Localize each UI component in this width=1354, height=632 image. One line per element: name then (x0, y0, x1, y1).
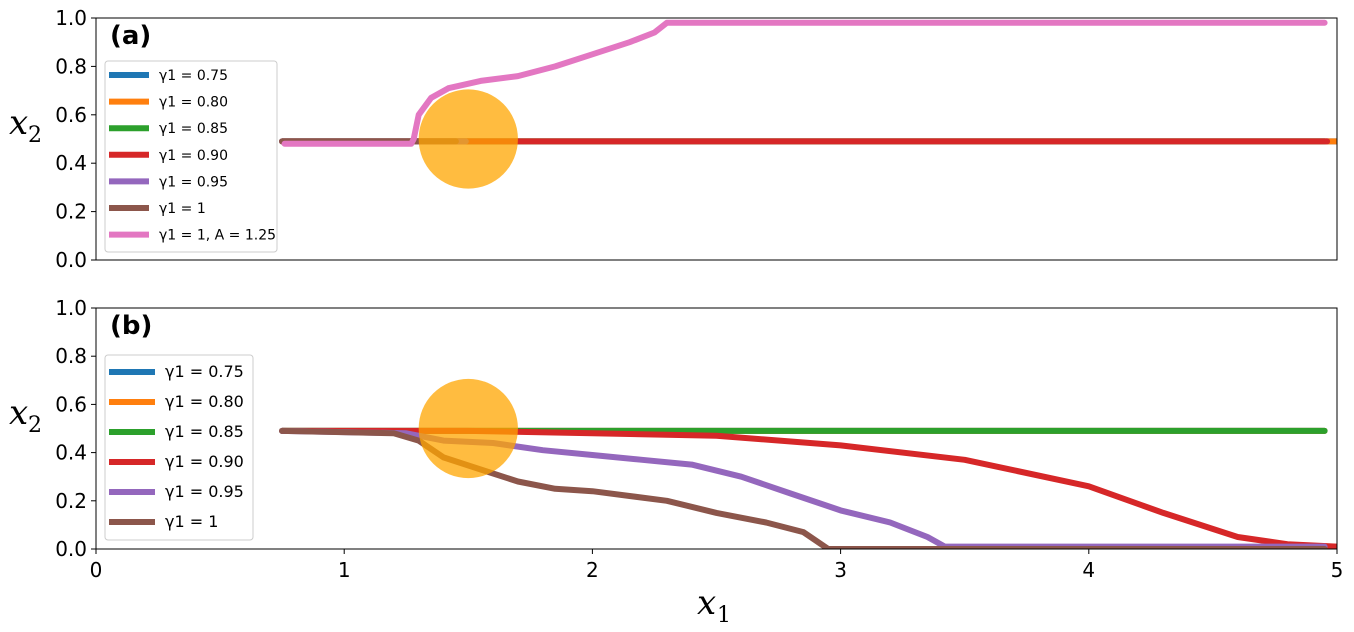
legend-label: γ1 = 0.90 (159, 148, 228, 164)
x-tick-label: 0 (90, 558, 103, 582)
panel-b-ylabel: x 2 (9, 393, 42, 438)
panel-b-xlabel: x 1 (697, 583, 731, 628)
legend-label: γ1 = 0.75 (159, 68, 228, 84)
panel-b-plot-area (279, 378, 1337, 549)
legend-label: γ1 = 0.85 (165, 422, 244, 441)
panel-b: 0.0 0.2 0.4 0.6 0.8 1.0 0 1 2 3 4 5 (b) x 2 x 1 γ1… (9, 296, 1343, 628)
y-tick-label: 0.4 (55, 441, 87, 465)
panel-b-label: (b) (110, 311, 152, 341)
x-tick-label: 5 (1331, 558, 1344, 582)
panel-b-x-ticks: 0 1 2 3 4 5 (90, 549, 1344, 582)
legend-label: γ1 = 0.95 (165, 482, 244, 501)
x-tick-label: 1 (338, 558, 351, 582)
panel-a-legend: γ1 = 0.75 γ1 = 0.80 γ1 = 0.85 γ1 = 0.90 γ1 =… (104, 60, 278, 253)
svg-text:2: 2 (28, 123, 42, 148)
series-line-7 (281, 19, 1328, 147)
y-tick-label: 1.0 (55, 296, 87, 320)
legend-label: γ1 = 0.95 (159, 174, 228, 190)
y-tick-label: 0.0 (55, 248, 87, 272)
panel-a-plot-area (279, 19, 1337, 189)
legend-label: γ1 = 1, A = 1.25 (159, 228, 276, 244)
x-tick-label: 3 (834, 558, 847, 582)
x-tick-label: 2 (586, 558, 599, 582)
panel-a-ylabel: x 2 (9, 103, 42, 148)
legend-label: γ1 = 0.75 (165, 362, 244, 381)
legend-label: γ1 = 1 (159, 201, 206, 217)
obstacle-circle (418, 89, 518, 189)
x-tick-label: 4 (1082, 558, 1095, 582)
svg-text:x: x (9, 393, 28, 433)
panel-a-y-ticks: 0.0 0.2 0.4 0.6 0.8 1.0 (55, 6, 96, 272)
legend-label: γ1 = 0.80 (159, 95, 228, 111)
panel-a-frame (95, 17, 1338, 261)
y-tick-label: 1.0 (55, 6, 87, 30)
y-tick-label: 0.2 (55, 200, 87, 224)
svg-text:x: x (9, 103, 28, 143)
legend-box (104, 60, 278, 253)
svg-text:x: x (697, 583, 716, 623)
legend-label: γ1 = 0.90 (165, 452, 244, 471)
y-tick-label: 0.8 (55, 344, 87, 368)
y-tick-label: 0.0 (55, 537, 87, 561)
y-tick-label: 0.6 (55, 392, 87, 416)
svg-text:1: 1 (717, 603, 731, 628)
legend-label: γ1 = 0.85 (159, 121, 228, 137)
y-tick-label: 0.2 (55, 489, 87, 513)
panel-a-label: (a) (110, 21, 151, 51)
legend-label: γ1 = 0.80 (165, 392, 244, 411)
panel-b-y-ticks: 0.0 0.2 0.4 0.6 0.8 1.0 (55, 296, 96, 561)
panel-b-legend: γ1 = 0.75 γ1 = 0.80 γ1 = 0.85 γ1 = 0.90 γ1 =… (104, 354, 254, 541)
svg-text:2: 2 (28, 413, 42, 438)
panel-b-frame (95, 307, 1338, 550)
series-line-4 (279, 427, 1337, 549)
y-tick-label: 0.6 (55, 103, 87, 127)
y-tick-label: 0.8 (55, 54, 87, 78)
obstacle-circle (418, 378, 518, 479)
y-tick-label: 0.4 (55, 151, 87, 175)
legend-label: γ1 = 1 (165, 512, 218, 531)
